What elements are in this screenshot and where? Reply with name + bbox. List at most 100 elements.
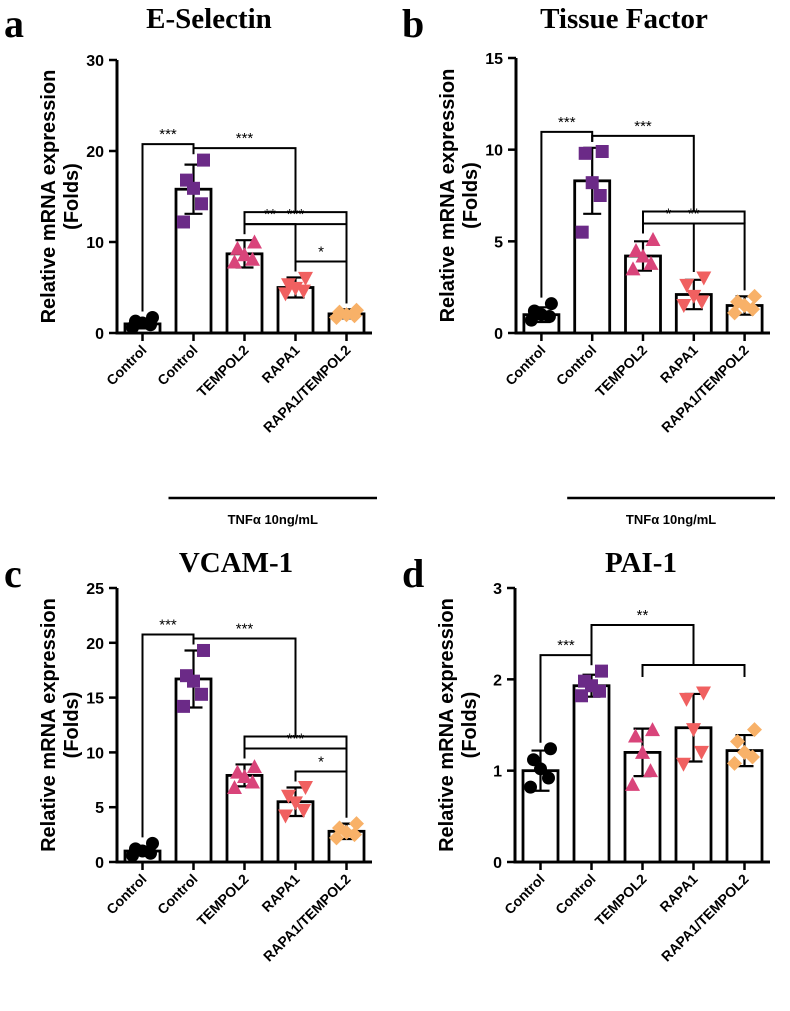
data-point bbox=[737, 744, 752, 760]
significance-label: *** bbox=[236, 130, 254, 147]
data-point bbox=[643, 763, 658, 778]
y-tick-label: 0 bbox=[95, 326, 104, 343]
category-label: RAPA1 bbox=[258, 342, 302, 386]
data-point bbox=[694, 745, 709, 760]
data-point bbox=[247, 234, 262, 249]
data-point bbox=[628, 243, 644, 257]
data-point bbox=[245, 774, 260, 789]
chart-title: PAI-1 bbox=[605, 547, 677, 579]
data-point bbox=[349, 302, 364, 318]
y-tick-label: 10 bbox=[86, 235, 104, 252]
significance-group-bracket bbox=[641, 664, 746, 678]
data-point bbox=[227, 254, 242, 269]
data-point bbox=[696, 686, 711, 701]
chart-title: Tissue Factor bbox=[540, 3, 708, 35]
y-axis-label: Relative mRNA expression bbox=[437, 69, 459, 323]
category-label: RAPA1/TEMPOL2 bbox=[260, 342, 354, 436]
y-tick-label: 10 bbox=[485, 143, 503, 160]
chart-title: VCAM-1 bbox=[179, 547, 293, 579]
data-point bbox=[524, 780, 537, 794]
y-tick-label: 0 bbox=[95, 855, 104, 872]
data-point bbox=[730, 733, 745, 749]
y-tick-label: 0 bbox=[493, 855, 502, 872]
panel-letter: d bbox=[402, 551, 424, 596]
data-point bbox=[727, 305, 743, 321]
significance-label: *** bbox=[558, 114, 576, 131]
data-point bbox=[544, 742, 557, 756]
data-point bbox=[195, 687, 208, 701]
y-tick-label: 1 bbox=[493, 764, 502, 781]
significance-label: * bbox=[318, 243, 324, 260]
significance-label: *** bbox=[557, 637, 575, 654]
data-point bbox=[177, 215, 190, 229]
significance-bracket bbox=[192, 147, 297, 213]
data-point bbox=[245, 251, 260, 266]
bar bbox=[572, 684, 611, 864]
category-label: TEMPOL2 bbox=[194, 871, 252, 929]
significance-label: ** bbox=[637, 607, 649, 624]
significance-label: ** bbox=[688, 206, 700, 223]
category-label: Control bbox=[553, 342, 600, 389]
data-point bbox=[177, 699, 190, 713]
significance-label: * bbox=[665, 206, 671, 223]
y-axis-label: Relative mRNA expression bbox=[38, 598, 60, 852]
data-point bbox=[146, 311, 159, 325]
significance-label: *** bbox=[236, 620, 254, 637]
bar bbox=[573, 179, 612, 335]
data-point bbox=[534, 762, 547, 776]
y-tick-label: 0 bbox=[494, 326, 503, 343]
chart-title: E-Selectin bbox=[146, 3, 272, 35]
data-point bbox=[578, 674, 591, 688]
category-label: TEMPOL2 bbox=[194, 342, 252, 400]
y-tick-label: 5 bbox=[95, 800, 104, 817]
panel-letter: a bbox=[4, 1, 24, 46]
data-point bbox=[180, 669, 193, 683]
data-point bbox=[747, 288, 763, 304]
y-tick-label: 2 bbox=[493, 672, 502, 689]
category-label: TEMPOL2 bbox=[592, 871, 650, 929]
significance-bracket bbox=[642, 222, 695, 272]
data-point bbox=[542, 771, 555, 785]
data-point bbox=[745, 301, 761, 317]
data-point bbox=[686, 289, 702, 304]
category-label: Control bbox=[154, 871, 201, 918]
significance-bracket bbox=[294, 770, 348, 818]
significance-bracket bbox=[591, 134, 695, 212]
data-point bbox=[628, 728, 643, 743]
data-point bbox=[625, 776, 640, 791]
data-point bbox=[298, 780, 313, 795]
category-label: RAPA1 bbox=[657, 342, 701, 386]
data-point bbox=[645, 232, 661, 246]
category-label: Control bbox=[154, 342, 201, 389]
y-axis-label-units: (Folds) bbox=[460, 162, 482, 229]
category-label: Control bbox=[552, 871, 599, 918]
y-tick-label: 15 bbox=[86, 691, 104, 708]
data-point bbox=[281, 278, 296, 293]
y-tick-label: 20 bbox=[86, 144, 104, 161]
data-point bbox=[288, 796, 303, 811]
data-point bbox=[146, 836, 159, 850]
category-label: Control bbox=[103, 871, 150, 918]
data-point bbox=[278, 809, 293, 824]
significance-bracket bbox=[192, 637, 297, 737]
data-point bbox=[197, 643, 210, 657]
data-point bbox=[332, 820, 347, 836]
category-label: Control bbox=[501, 871, 548, 918]
group-label: TNFα 10ng/mL bbox=[626, 512, 716, 527]
y-axis-label: Relative mRNA expression bbox=[436, 598, 458, 852]
y-tick-label: 25 bbox=[86, 581, 104, 598]
significance-bracket bbox=[294, 260, 348, 304]
data-point bbox=[527, 753, 540, 767]
category-label: RAPA1 bbox=[656, 871, 700, 915]
data-point bbox=[578, 146, 592, 160]
data-point bbox=[645, 722, 660, 737]
data-point bbox=[281, 789, 296, 804]
data-point bbox=[635, 248, 651, 263]
data-point bbox=[625, 261, 641, 276]
data-point bbox=[195, 197, 208, 211]
data-point bbox=[298, 271, 313, 286]
panel-letter: b bbox=[402, 1, 424, 46]
significance-label: *** bbox=[287, 206, 305, 223]
y-tick-label: 20 bbox=[86, 636, 104, 653]
significance-label: *** bbox=[634, 118, 652, 135]
